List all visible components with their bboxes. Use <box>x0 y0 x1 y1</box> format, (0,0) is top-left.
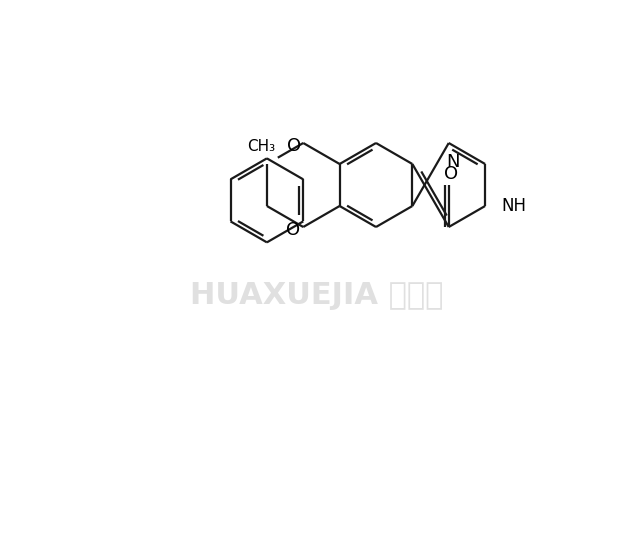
Text: N: N <box>446 153 460 171</box>
Text: O: O <box>444 165 458 183</box>
Text: CH₃: CH₃ <box>247 139 275 153</box>
Text: O: O <box>287 137 301 155</box>
Text: HUAXUEJIA 化学加: HUAXUEJIA 化学加 <box>190 281 444 310</box>
Text: O: O <box>286 221 301 239</box>
Text: NH: NH <box>501 197 526 215</box>
